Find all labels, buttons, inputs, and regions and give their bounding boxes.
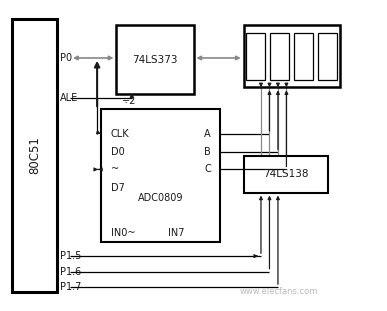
Text: D0: D0: [111, 147, 124, 157]
Text: IN0~: IN0~: [111, 228, 135, 238]
Bar: [294, 33, 313, 80]
Text: www.elecfans.com: www.elecfans.com: [239, 287, 317, 296]
Bar: [244, 156, 329, 193]
Bar: [270, 33, 289, 80]
Text: ~: ~: [111, 165, 119, 174]
Text: C: C: [204, 165, 211, 174]
Text: P1.7: P1.7: [60, 282, 81, 292]
Bar: [246, 33, 265, 80]
Text: ALE: ALE: [60, 93, 78, 103]
Text: P1.5: P1.5: [60, 251, 81, 261]
Bar: [319, 33, 337, 80]
Bar: [244, 26, 340, 87]
Text: 74LS138: 74LS138: [263, 169, 309, 179]
Text: A: A: [204, 129, 211, 139]
Text: P0: P0: [60, 53, 72, 63]
Text: IN7: IN7: [168, 228, 185, 238]
Text: B: B: [204, 147, 211, 157]
Bar: [12, 19, 57, 292]
Text: ADC0809: ADC0809: [138, 193, 183, 203]
Text: ÷2: ÷2: [122, 96, 137, 106]
Text: 80C51: 80C51: [28, 137, 41, 174]
Text: CLK: CLK: [111, 129, 129, 139]
Text: D7: D7: [111, 183, 125, 193]
Text: P1.6: P1.6: [60, 267, 81, 276]
Bar: [116, 26, 194, 94]
Bar: [101, 109, 221, 242]
Text: 74LS373: 74LS373: [132, 54, 178, 64]
